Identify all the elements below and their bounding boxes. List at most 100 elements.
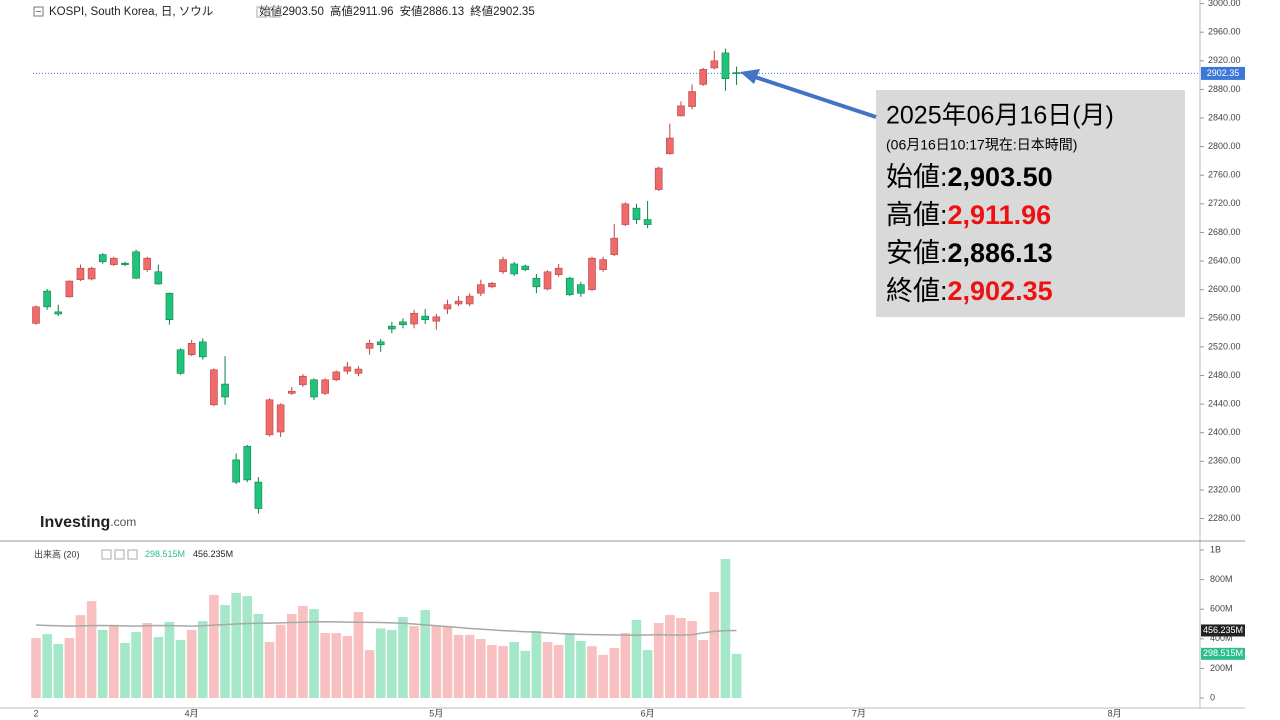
candle-body xyxy=(654,167,663,190)
candle-body xyxy=(421,315,430,321)
volume-bar xyxy=(587,646,597,698)
candle-body xyxy=(332,371,341,381)
volume-bar xyxy=(75,615,86,698)
candle-body xyxy=(721,52,730,79)
volume-bar xyxy=(698,639,708,698)
quote-name: 高値 xyxy=(330,4,353,18)
volume-bar xyxy=(442,626,453,698)
annotation-label: 高値: xyxy=(886,200,948,230)
volume-bar xyxy=(431,626,442,698)
x-tick-label: 7月 xyxy=(852,708,866,718)
annotation-row: 始値:2,903.50 xyxy=(886,162,1053,192)
volume-bar xyxy=(309,609,319,698)
volume-bar xyxy=(175,639,186,698)
watermark: Investing.com xyxy=(40,514,136,531)
volume-bar xyxy=(531,630,542,698)
volume-bar xyxy=(64,638,75,698)
x-tick-label: 6月 xyxy=(641,708,655,718)
candle-body xyxy=(232,459,240,483)
annotation-row: 高値:2,911.96 xyxy=(886,200,1051,230)
candle-body xyxy=(410,312,418,325)
candle-body xyxy=(354,368,363,374)
annotation-box xyxy=(876,90,1185,317)
volume-bar xyxy=(320,633,330,698)
y-tick-label: 200M xyxy=(1210,663,1233,673)
volume-bar xyxy=(186,629,197,698)
candle-body xyxy=(632,207,641,220)
candle-body xyxy=(310,379,318,398)
annotation-date: 2025年06月16日(月) xyxy=(886,102,1114,130)
y-tick-label: 2920.00 xyxy=(1208,55,1241,65)
volume-bar xyxy=(231,592,241,698)
icon[interactable] xyxy=(101,549,112,560)
annotation-value: 2,902.35 xyxy=(948,276,1053,306)
volume-bar xyxy=(109,624,119,698)
volume-bar xyxy=(86,601,97,698)
volume-bar xyxy=(142,622,152,698)
candle-body xyxy=(521,265,530,270)
volume-bar xyxy=(375,628,386,698)
y-tick-label: 2320.00 xyxy=(1208,484,1241,494)
candle-body xyxy=(176,349,185,374)
y-tick-label: 2600.00 xyxy=(1208,284,1241,294)
candle-body xyxy=(621,203,630,225)
y-tick-label: 800M xyxy=(1210,574,1233,584)
y-tick-label: 2640.00 xyxy=(1208,255,1241,265)
candle-body xyxy=(76,267,85,280)
axis-value-label: 456.235M xyxy=(1203,625,1243,635)
annotation-row: 安値:2,886.13 xyxy=(886,238,1053,268)
candle-body xyxy=(132,251,140,279)
volume-icons xyxy=(101,549,138,560)
volume-bar xyxy=(576,641,586,698)
y-tick-label: 0 xyxy=(1210,692,1215,702)
annotation-value: 2,903.50 xyxy=(948,162,1053,192)
header-icons xyxy=(256,6,281,18)
volume-bar xyxy=(198,621,208,698)
candle-body xyxy=(376,341,385,346)
volume-bar xyxy=(164,621,175,698)
volume-bar xyxy=(264,642,275,698)
header: KOSPI, South Korea, 日, ソウル 始値2903.50 高値291… xyxy=(49,4,535,18)
y-tick-label: 2440.00 xyxy=(1208,398,1241,408)
volume-bar xyxy=(520,650,531,698)
quote-value: 2903.50 xyxy=(282,6,324,18)
icon[interactable] xyxy=(127,549,138,560)
annotation-label: 安値: xyxy=(886,238,948,268)
volume-bar xyxy=(342,635,353,698)
candle-body xyxy=(287,390,296,394)
y-tick-label: 2960.00 xyxy=(1208,27,1241,37)
last-price-tag xyxy=(1201,66,1245,80)
candle-body xyxy=(165,292,174,321)
icon[interactable] xyxy=(114,549,125,560)
candle-body xyxy=(299,375,307,386)
candle-body xyxy=(98,254,107,263)
annotation-time: (06月16日10:17現在:日本時間) xyxy=(886,137,1077,153)
annotation-label: 始値: xyxy=(886,162,948,192)
volume-title: 出来高 (20) xyxy=(34,548,80,559)
candle-body xyxy=(643,219,652,225)
volume-bar xyxy=(676,617,686,698)
axis-value-label: 298.515M xyxy=(1203,648,1243,658)
y-tick-label: 3000.00 xyxy=(1208,0,1241,8)
icon[interactable] xyxy=(269,6,281,18)
volume-bar xyxy=(409,626,419,698)
candle-body xyxy=(187,343,196,356)
legend-value: 298.515M xyxy=(145,549,185,559)
quote-name: 終値 xyxy=(470,4,493,18)
volume-bar xyxy=(42,634,52,698)
volume-legend: 298.515M 456.235M xyxy=(145,549,233,559)
y-tick-label: 2720.00 xyxy=(1208,198,1241,208)
volume-bar xyxy=(31,638,41,698)
y-tick-label: 2480.00 xyxy=(1208,370,1241,380)
volume-bar xyxy=(653,622,664,698)
volume-bar xyxy=(609,647,620,698)
candle-body xyxy=(677,105,685,117)
candle-body xyxy=(543,271,552,290)
y-tick-label: 2840.00 xyxy=(1208,112,1241,122)
collapse-icon[interactable] xyxy=(33,6,44,17)
volume-bar xyxy=(453,634,464,698)
candle-body xyxy=(65,280,74,298)
icon[interactable] xyxy=(256,6,268,18)
volume-bar xyxy=(598,654,608,698)
annotation-value: 2,886.13 xyxy=(948,238,1053,268)
